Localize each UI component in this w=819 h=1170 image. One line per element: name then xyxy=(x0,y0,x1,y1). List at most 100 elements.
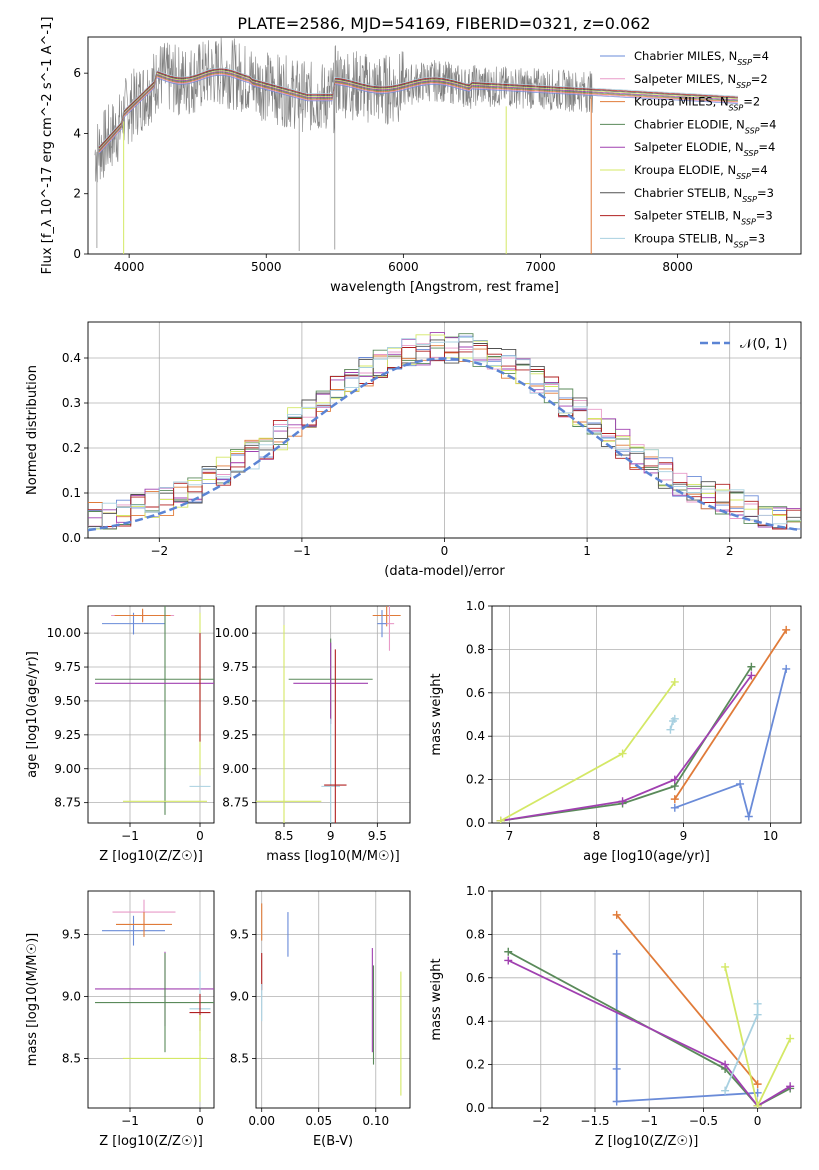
y-tick-label: 9.75 xyxy=(54,660,81,674)
mass-weight-point xyxy=(618,749,627,758)
y-tick-label: 8.75 xyxy=(222,796,249,810)
y-tick-label: 9.50 xyxy=(54,694,81,708)
x-tick-label: 9 xyxy=(680,829,688,843)
y-tick-label: 2 xyxy=(73,187,81,201)
x-axis-label: age [log10(age/yr)] xyxy=(583,849,710,864)
x-tick-label: 0 xyxy=(196,829,204,843)
x-tick-label: 0.00 xyxy=(248,1114,275,1128)
x-tick-label: 0 xyxy=(754,1114,762,1128)
y-tick-label: 9.00 xyxy=(54,762,81,776)
y-tick-label: 9.5 xyxy=(62,927,81,941)
plot-area xyxy=(95,606,214,815)
x-tick-label: 7 xyxy=(506,829,514,843)
y-tick-label: 9.25 xyxy=(222,728,249,742)
axes-frame xyxy=(87,605,215,824)
y-tick-label: 0.2 xyxy=(466,1058,485,1072)
x-tick-label: 6000 xyxy=(388,260,419,274)
x-tick-label: 0 xyxy=(441,544,449,558)
x-axis-label: E(B-V) xyxy=(313,1134,353,1149)
residual-histogram xyxy=(88,333,801,530)
mass-weight-line xyxy=(507,951,791,1107)
x-axis-label: wavelength [Angstrom, rest frame] xyxy=(330,280,559,295)
mass-weight-point xyxy=(782,664,791,673)
axes-frame xyxy=(255,605,411,824)
plot-area xyxy=(496,625,791,823)
y-tick-label: 8.5 xyxy=(62,1051,81,1065)
model-line xyxy=(98,73,738,153)
y-tick-label: 4 xyxy=(73,126,81,140)
mass-weight-point xyxy=(744,812,753,821)
mass-weight-point xyxy=(504,956,513,965)
mass-weight-line xyxy=(615,953,758,1103)
axes-frame xyxy=(491,605,802,824)
x-tick-label: 0.05 xyxy=(305,1114,332,1128)
model-line xyxy=(98,71,738,151)
mass-weight-point xyxy=(786,1034,795,1043)
x-tick-label: 0 xyxy=(196,1114,204,1128)
legend-label: Salpeter STELIB, NSSP=3 xyxy=(634,209,773,227)
model-line xyxy=(98,72,738,152)
x-axis-label: (data-model)/error xyxy=(384,564,505,579)
mass-weight-point xyxy=(747,662,756,671)
x-tick-label: 5000 xyxy=(251,260,282,274)
massweight-vs-age-panel: 7 8 9 10 0.0 0.2 0.4 0.6 0.8 1.0 age [log10(age/yr… xyxy=(429,599,802,864)
mass-weight-point xyxy=(736,779,745,788)
y-tick-label: 9.0 xyxy=(230,989,249,1003)
x-tick-label: −2 xyxy=(532,1114,550,1128)
x-tick-label: 1 xyxy=(583,544,591,558)
age-vs-mass-panel: 8.5 9 9.5 8.75 9.00 9.25 9.50 9.75 10.00 mass [lo… xyxy=(215,605,411,864)
mass-weight-point xyxy=(670,775,679,784)
mass-weight-line xyxy=(500,681,676,822)
mass-weight-point xyxy=(670,795,679,804)
x-tick-label: −1 xyxy=(640,1114,658,1128)
x-tick-label: 8.5 xyxy=(274,829,293,843)
model-line xyxy=(98,67,738,147)
figure-title: PLATE=2586, MJD=54169, FIBERID=0321, z=0… xyxy=(237,14,650,33)
x-tick-label: 8 xyxy=(593,829,601,843)
data-spectrum-line xyxy=(94,37,593,183)
mass-weight-line xyxy=(674,629,787,800)
mass-weight-point xyxy=(504,947,513,956)
y-tick-label: 6 xyxy=(73,66,81,80)
plot-area xyxy=(95,899,214,1102)
y-tick-label: 10.00 xyxy=(47,626,81,640)
residuals-panel: −2 −1 0 1 2 0.0 0.1 0.2 0.3 0.4 (data-model)/error… xyxy=(25,321,802,579)
x-tick-label: −1 xyxy=(121,829,139,843)
mass-vs-ebv-panel: 0.00 0.05 0.10 8.5 9.0 9.5 E(B-V) xyxy=(230,890,411,1149)
x-axis-label: Z [log10(Z/Z☉)] xyxy=(99,1134,203,1149)
spectrum-panel: 4000 5000 6000 7000 8000 0 2 4 6 wavelength [Angs… xyxy=(40,17,802,295)
y-tick-label: 10.00 xyxy=(215,626,249,640)
y-tick-label: 0.4 xyxy=(466,729,485,743)
y-tick-label: 0.0 xyxy=(466,1101,485,1115)
x-tick-label: 0.10 xyxy=(362,1114,389,1128)
x-tick-label: −0.5 xyxy=(689,1114,718,1128)
mass-weight-point xyxy=(670,714,679,723)
massweight-vs-metallicity-panel: −2 −1.5 −1 −0.5 0 0.0 0.2 0.4 0.6 0.8 1.0 Z [log10(… xyxy=(429,884,802,1149)
x-axis-label: Z [log10(Z/Z☉)] xyxy=(595,1134,699,1149)
y-tick-label: 0.2 xyxy=(466,773,485,787)
y-tick-label: 8.75 xyxy=(54,796,81,810)
mass-weight-line xyxy=(616,914,759,1085)
legend-label: Kroupa ELODIE, NSSP=4 xyxy=(634,163,768,181)
mass-weight-point xyxy=(496,816,505,823)
model-line xyxy=(98,69,738,149)
mass-vs-metallicity-panel: −1 0 8.5 9.0 9.5 Z [log10(Z/Z☉)] mass [log10(M… xyxy=(25,890,215,1149)
legend-label: Kroupa MILES, NSSP=2 xyxy=(634,95,760,113)
x-tick-label: −1 xyxy=(121,1114,139,1128)
mass-weight-point xyxy=(612,949,621,958)
plot-area xyxy=(256,606,401,823)
mass-weight-point xyxy=(721,1060,730,1069)
mass-weight-point xyxy=(721,1086,730,1095)
y-tick-label: 9.00 xyxy=(222,762,249,776)
legend-label: Chabrier MILES, NSSP=4 xyxy=(634,49,769,67)
x-tick-label: −1.5 xyxy=(580,1114,609,1128)
legend-label: Kroupa STELIB, NSSP=3 xyxy=(634,231,765,249)
axes-frame xyxy=(87,321,802,539)
mass-weight-point xyxy=(612,910,621,919)
y-tick-label: 9.25 xyxy=(54,728,81,742)
mass-weight-point xyxy=(753,999,762,1008)
age-vs-metallicity-panel: −1 0 8.75 9.00 9.25 9.50 9.75 10.00 Z [log10(Z/Z… xyxy=(25,605,215,864)
mass-weight-point xyxy=(612,1097,621,1106)
axes-frame xyxy=(255,890,411,1109)
